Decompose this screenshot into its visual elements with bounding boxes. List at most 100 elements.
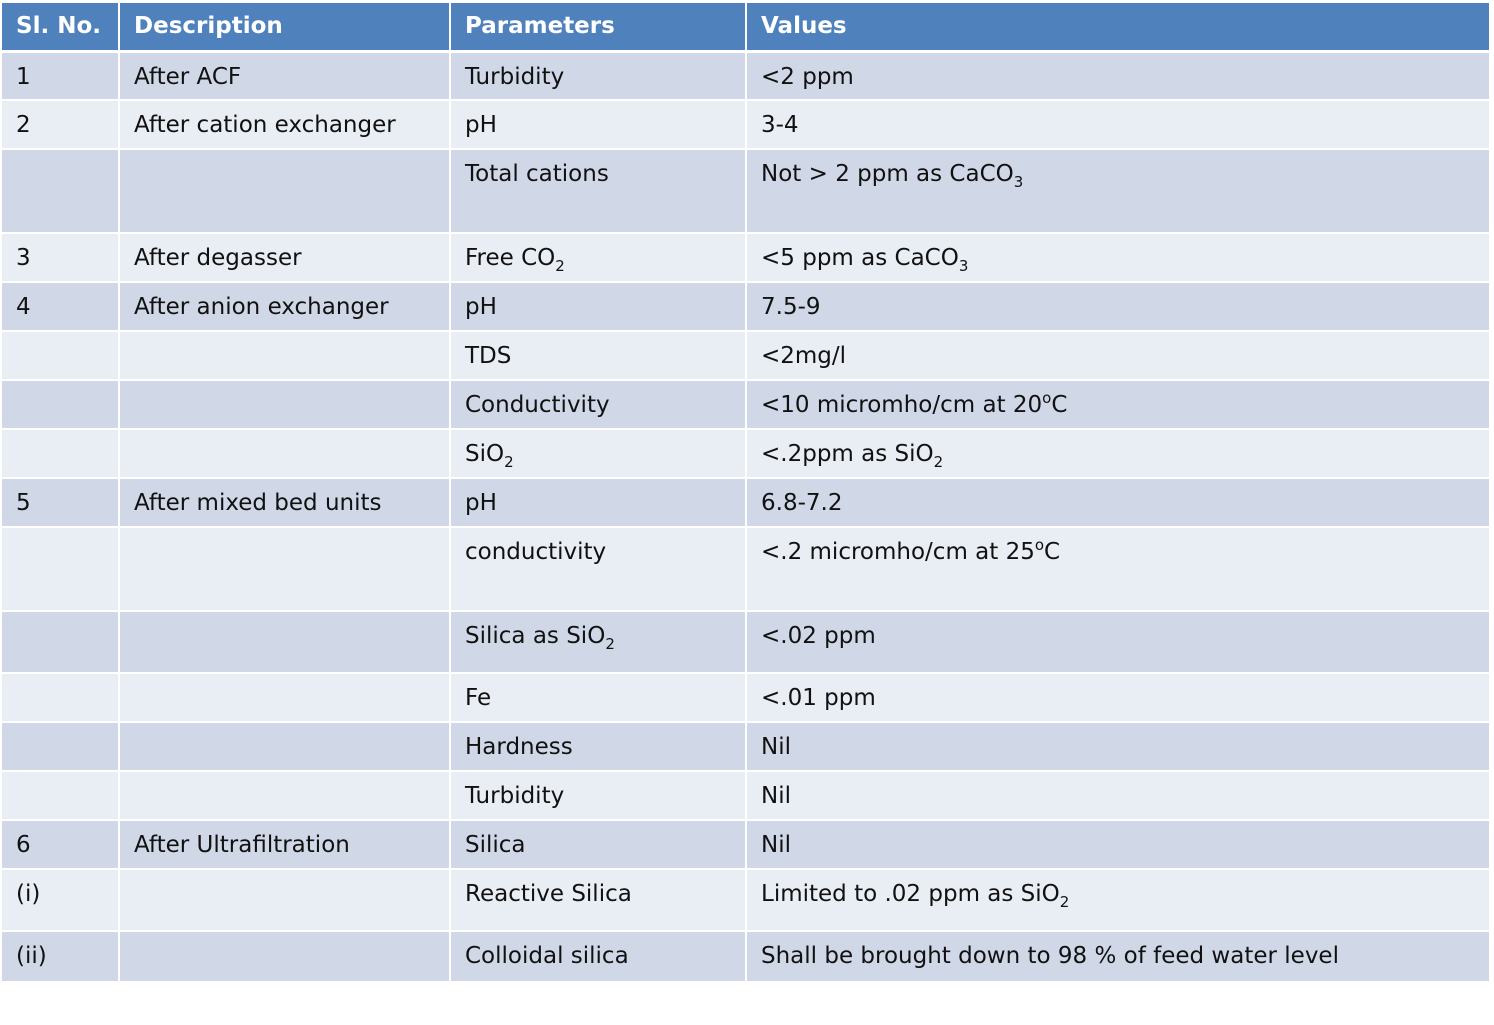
- table-row: Fe <.01 ppm: [2, 674, 1489, 723]
- cell-description: [120, 332, 451, 381]
- subscript: 2: [1059, 893, 1070, 911]
- cell-parameter: Total cations: [451, 150, 747, 234]
- cell-description: [120, 932, 451, 983]
- cell-parameter: Turbidity: [451, 772, 747, 821]
- parameter-text: pH: [465, 490, 497, 516]
- cell-parameter: Silica as SiO2: [451, 612, 747, 674]
- parameter-text: Silica as SiO: [465, 623, 606, 649]
- table-row: (ii) Colloidal silica Shall be brought dow…: [2, 932, 1489, 983]
- cell-sl-no: [2, 150, 120, 234]
- subscript: 2: [933, 453, 944, 471]
- table-row: 5 After mixed bed units pH 6.8-7.2: [2, 479, 1489, 528]
- cell-description: [120, 674, 451, 723]
- cell-sl-no: 1: [2, 53, 120, 101]
- parameter-text: pH: [465, 294, 497, 320]
- cell-value: 3-4: [747, 101, 1489, 150]
- cell-sl-no: 2: [2, 101, 120, 150]
- value-text: <.02 ppm: [761, 623, 876, 649]
- cell-parameter: Conductivity: [451, 381, 747, 430]
- value-text: <2 ppm: [761, 64, 854, 90]
- table-header: Sl. No. Description Parameters Values: [2, 3, 1489, 53]
- table-row: 3 After degasser Free CO2 <5 ppm as CaCO3: [2, 234, 1489, 283]
- cell-description: After anion exchanger: [120, 283, 451, 332]
- table-row: 4 After anion exchanger pH 7.5-9: [2, 283, 1489, 332]
- parameter-text: Free CO: [465, 245, 556, 271]
- cell-description: [120, 612, 451, 674]
- subscript: 2: [504, 453, 514, 471]
- cell-sl-no: [2, 381, 120, 430]
- parameter-text: Silica: [465, 832, 526, 858]
- value-text: <10 micromho/cm at 20: [761, 392, 1043, 418]
- cell-parameter: TDS: [451, 332, 747, 381]
- value-text: 6.8-7.2: [761, 490, 843, 516]
- cell-sl-no: [2, 772, 120, 821]
- superscript: o: [1034, 536, 1045, 554]
- table-row: TDS <2mg/l: [2, 332, 1489, 381]
- cell-parameter: pH: [451, 283, 747, 332]
- subscript: 3: [1013, 173, 1024, 191]
- cell-description: After Ultrafiltration: [120, 821, 451, 870]
- subscript: 2: [555, 257, 565, 275]
- cell-description: After ACF: [120, 53, 451, 101]
- header-description: Description: [120, 3, 451, 53]
- parameter-text: Turbidity: [465, 64, 565, 90]
- cell-description: [120, 381, 451, 430]
- cell-description: After degasser: [120, 234, 451, 283]
- subscript: 3: [958, 257, 969, 275]
- cell-sl-no: (ii): [2, 932, 120, 983]
- cell-value: <.01 ppm: [747, 674, 1489, 723]
- cell-description: [120, 430, 451, 479]
- cell-description: [120, 870, 451, 932]
- header-parameters: Parameters: [451, 3, 747, 53]
- parameter-text: conductivity: [465, 539, 607, 565]
- cell-sl-no: [2, 723, 120, 772]
- value-text: Nil: [761, 783, 791, 809]
- header-values: Values: [747, 3, 1489, 53]
- cell-parameter: Turbidity: [451, 53, 747, 101]
- cell-value: <.2ppm as SiO2: [747, 430, 1489, 479]
- subscript: 2: [605, 635, 615, 653]
- cell-parameter: Colloidal silica: [451, 932, 747, 983]
- cell-sl-no: 5: [2, 479, 120, 528]
- value-text: <.2 micromho/cm at 25: [761, 539, 1035, 565]
- cell-parameter: Fe: [451, 674, 747, 723]
- cell-value: <2mg/l: [747, 332, 1489, 381]
- cell-value: <2 ppm: [747, 53, 1489, 101]
- cell-sl-no: [2, 332, 120, 381]
- cell-parameter: Silica: [451, 821, 747, 870]
- cell-value: Nil: [747, 772, 1489, 821]
- header-row: Sl. No. Description Parameters Values: [2, 3, 1489, 53]
- cell-sl-no: 3: [2, 234, 120, 283]
- cell-sl-no: [2, 612, 120, 674]
- value-text: <.01 ppm: [761, 685, 876, 711]
- cell-value: <5 ppm as CaCO3: [747, 234, 1489, 283]
- table-row: SiO2 <.2ppm as SiO2: [2, 430, 1489, 479]
- parameter-text: Conductivity: [465, 392, 610, 418]
- table-row: Conductivity <10 micromho/cm at 20oC: [2, 381, 1489, 430]
- parameter-text: pH: [465, 112, 497, 138]
- cell-parameter: pH: [451, 479, 747, 528]
- cell-description: [120, 772, 451, 821]
- cell-sl-no: [2, 430, 120, 479]
- table-row: Silica as SiO2 <.02 ppm: [2, 612, 1489, 674]
- cell-description: [120, 723, 451, 772]
- cell-value: Shall be brought down to 98 % of feed wa…: [747, 932, 1489, 983]
- table-row: Turbidity Nil: [2, 772, 1489, 821]
- value-text: Limited to .02 ppm as SiO: [761, 881, 1060, 907]
- cell-value: Limited to .02 ppm as SiO2: [747, 870, 1489, 932]
- cell-parameter: conductivity: [451, 528, 747, 612]
- cell-value: 7.5-9: [747, 283, 1489, 332]
- value-text: <5 ppm as CaCO: [761, 245, 959, 271]
- cell-value: <.02 ppm: [747, 612, 1489, 674]
- value-text: <.2ppm as SiO: [761, 441, 934, 467]
- cell-sl-no: [2, 528, 120, 612]
- value-text: Nil: [761, 734, 791, 760]
- parameter-text: TDS: [465, 343, 512, 369]
- parameter-text: Hardness: [465, 734, 573, 760]
- table-row: 2 After cation exchanger pH 3-4: [2, 101, 1489, 150]
- cell-description: After cation exchanger: [120, 101, 451, 150]
- cell-value: <10 micromho/cm at 20oC: [747, 381, 1489, 430]
- table-body: 1 After ACF Turbidity <2 ppm 2 After cation e…: [2, 53, 1489, 983]
- cell-sl-no: [2, 674, 120, 723]
